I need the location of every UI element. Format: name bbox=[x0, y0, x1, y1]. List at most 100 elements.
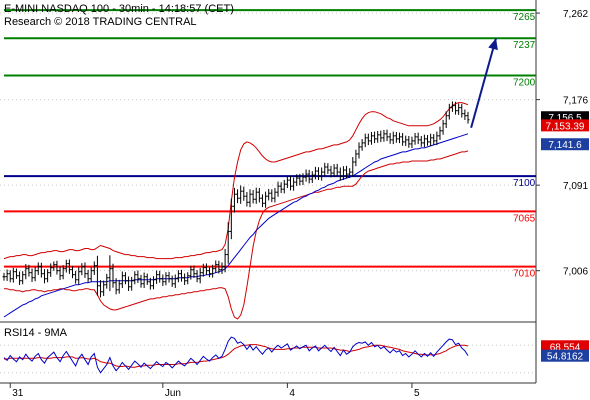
x-tick-label: 5 bbox=[414, 388, 420, 399]
price-bar bbox=[133, 271, 137, 285]
price-bar bbox=[320, 167, 324, 181]
price-bar bbox=[282, 179, 286, 194]
price-bar bbox=[382, 129, 386, 142]
price-bar bbox=[11, 267, 15, 283]
price-bar bbox=[401, 132, 405, 146]
price-bar bbox=[170, 275, 174, 287]
price-bar bbox=[292, 177, 296, 191]
price-bar bbox=[214, 260, 218, 273]
price-bar bbox=[5, 269, 9, 281]
price-bar bbox=[270, 189, 274, 203]
price-bar bbox=[254, 187, 258, 204]
price-bar bbox=[92, 261, 96, 275]
x-tick-label: Jun bbox=[165, 388, 181, 399]
price-bar bbox=[410, 136, 414, 149]
price-bar bbox=[376, 130, 380, 143]
price-bar bbox=[155, 270, 159, 284]
price-bar bbox=[39, 262, 43, 278]
price-bar bbox=[298, 173, 302, 186]
price-bar bbox=[407, 135, 411, 148]
price-bar bbox=[301, 173, 305, 185]
price-bar bbox=[198, 268, 202, 284]
price-bar bbox=[189, 265, 193, 280]
price-bar bbox=[447, 103, 451, 120]
price-bar bbox=[385, 129, 389, 142]
price-bar bbox=[251, 189, 255, 204]
price-bar bbox=[186, 272, 190, 285]
rsi-tag-label: 54.8162 bbox=[547, 352, 584, 363]
level-label-7010: 7010 bbox=[513, 269, 536, 280]
price-bar bbox=[61, 265, 65, 280]
price-bar bbox=[136, 270, 140, 283]
price-bar bbox=[176, 270, 180, 283]
price-bar bbox=[338, 167, 342, 181]
price-bar bbox=[394, 131, 398, 143]
chart-title: E-MINI NASDAQ 100 - 30min - 14:18:57 (CE… bbox=[4, 3, 234, 15]
price-bar bbox=[279, 182, 283, 194]
x-tick-label: 4 bbox=[289, 388, 295, 399]
price-bar bbox=[317, 167, 321, 180]
price-bar bbox=[36, 262, 40, 275]
rsi-tag-bg bbox=[541, 349, 589, 362]
y-tick-label: 7,262 bbox=[563, 9, 588, 20]
price-bar bbox=[388, 132, 392, 144]
price-bar bbox=[304, 169, 308, 182]
price-bar bbox=[139, 274, 143, 288]
price-bar bbox=[55, 260, 59, 275]
price-bar bbox=[67, 259, 71, 274]
price-bar bbox=[86, 269, 90, 283]
price-bar bbox=[117, 279, 121, 294]
price-bar bbox=[273, 187, 277, 203]
rsi-title: RSI14 - 9MA bbox=[4, 327, 68, 339]
price-bar bbox=[345, 165, 349, 179]
price-bar bbox=[46, 269, 50, 283]
price-bar bbox=[108, 255, 112, 292]
price-bar bbox=[432, 133, 436, 145]
x-tick-label: 31 bbox=[12, 388, 24, 399]
bollinger-lower bbox=[4, 150, 469, 320]
price-bar bbox=[457, 103, 461, 115]
price-bar bbox=[435, 131, 439, 146]
price-bar bbox=[419, 135, 423, 147]
level-label-7200: 7200 bbox=[513, 77, 536, 88]
gridlines bbox=[0, 12, 536, 374]
level-label-7100: 7100 bbox=[513, 178, 536, 189]
price-bar bbox=[105, 273, 109, 289]
price-bar bbox=[335, 163, 339, 177]
price-bar bbox=[313, 166, 317, 180]
price-bar bbox=[220, 262, 224, 274]
price-bar bbox=[77, 267, 81, 285]
price-bar bbox=[357, 142, 361, 159]
price-bar bbox=[397, 132, 401, 144]
price-bar bbox=[369, 131, 373, 145]
price-bar bbox=[441, 119, 445, 135]
bollinger-bands bbox=[3, 102, 469, 320]
moving-average bbox=[3, 133, 469, 318]
x-axis: 31 Jun 4 5 bbox=[9, 383, 420, 399]
price-bar bbox=[71, 266, 75, 279]
price-bar bbox=[27, 264, 31, 277]
rsi-ma-line bbox=[4, 344, 469, 368]
price-bar bbox=[295, 174, 299, 187]
price-bar bbox=[354, 149, 358, 167]
price-bar bbox=[192, 265, 196, 278]
y-axis: 7,262 7,176 7,091 7,006 bbox=[536, 9, 588, 278]
price-bar bbox=[102, 280, 106, 297]
price-bar bbox=[310, 171, 314, 183]
price-bar bbox=[307, 169, 311, 184]
price-bar bbox=[120, 271, 124, 288]
bollinger-upper bbox=[3, 102, 469, 260]
price-bar bbox=[264, 191, 268, 208]
price-bar bbox=[245, 191, 249, 207]
price-bar bbox=[422, 134, 426, 148]
price-bar bbox=[242, 186, 246, 201]
forecast-arrow-head bbox=[488, 38, 498, 51]
price-tag-label: 7,153.39 bbox=[546, 121, 585, 132]
price-bar bbox=[80, 263, 84, 276]
price-bar bbox=[2, 272, 6, 281]
price-bar bbox=[42, 269, 46, 284]
price-bar bbox=[21, 271, 25, 285]
price-bar bbox=[326, 163, 330, 174]
price-bar bbox=[276, 181, 280, 197]
price-bar bbox=[438, 126, 442, 141]
